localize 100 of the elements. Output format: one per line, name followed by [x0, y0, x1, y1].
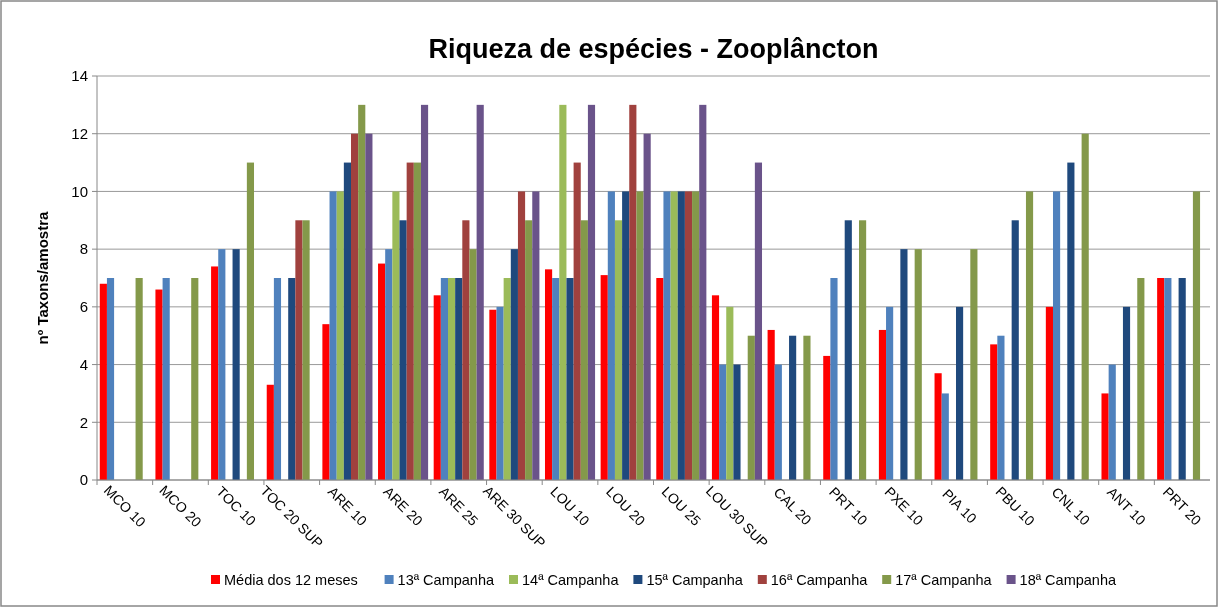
- bar: [789, 335, 797, 480]
- bar: [232, 249, 240, 480]
- bar: [135, 278, 143, 480]
- bar: [462, 220, 470, 480]
- x-tick-label: PRT 10: [826, 483, 871, 529]
- bar: [878, 329, 887, 480]
- y-tick-label: 12: [71, 124, 88, 142]
- legend-label: Média dos 12 meses: [224, 572, 358, 588]
- bar: [844, 220, 852, 480]
- bar: [1081, 133, 1089, 480]
- legend-label: 13ª Campanha: [397, 572, 495, 588]
- bar: [378, 263, 386, 480]
- bar: [990, 344, 998, 480]
- bar: [614, 220, 623, 480]
- bar: [447, 278, 456, 480]
- legend-label: 18ª Campanha: [1019, 572, 1117, 588]
- bar: [656, 278, 664, 480]
- y-tick-label: 10: [71, 182, 88, 200]
- bar: [469, 249, 477, 480]
- bar: [399, 220, 407, 480]
- bar: [774, 364, 782, 480]
- x-tick-label: ANT 10: [1104, 483, 1150, 529]
- bar: [406, 162, 414, 480]
- bar: [532, 191, 540, 480]
- bar: [726, 306, 734, 480]
- chart-title: Riqueza de espécies - Zooplâncton: [428, 34, 879, 64]
- bar: [1101, 393, 1109, 480]
- bar: [886, 306, 894, 480]
- bar: [997, 335, 1005, 480]
- bar: [358, 104, 366, 480]
- y-tick-label: 4: [79, 355, 88, 373]
- bar: [552, 278, 560, 480]
- bar: [1011, 220, 1019, 480]
- x-tick-label: PIA 10: [939, 485, 981, 527]
- bar: [711, 295, 720, 480]
- bar: [767, 329, 775, 480]
- bar: [900, 249, 908, 480]
- bar: [322, 324, 330, 480]
- bar: [99, 283, 107, 480]
- y-tick-label: 14: [71, 67, 88, 85]
- bar: [970, 249, 978, 480]
- bar: [343, 162, 351, 480]
- bar: [692, 191, 700, 480]
- bar: [1045, 306, 1053, 480]
- bar: [636, 191, 644, 480]
- bar: [525, 220, 533, 480]
- bar: [1067, 162, 1075, 480]
- y-tick-label: 8: [79, 240, 88, 258]
- bar: [385, 249, 393, 480]
- bar: [496, 306, 504, 480]
- x-tick-label: PRT 20: [1159, 483, 1205, 529]
- bar: [106, 278, 115, 480]
- bar: [914, 249, 922, 480]
- bar: [566, 278, 574, 480]
- bar: [559, 104, 567, 480]
- y-tick-label: 0: [79, 471, 88, 489]
- bar: [329, 191, 337, 480]
- y-axis-title: nº Taxons/amostra: [34, 210, 51, 345]
- bar: [934, 373, 942, 480]
- bar: [580, 220, 588, 480]
- bar: [246, 162, 255, 480]
- bar: [1137, 278, 1145, 480]
- bar: [699, 104, 707, 480]
- y-tick-label: 2: [79, 413, 88, 431]
- bar: [622, 191, 630, 480]
- bar: [211, 266, 219, 480]
- bar: [433, 295, 441, 480]
- bar: [295, 220, 303, 480]
- bar: [273, 278, 282, 480]
- bar: [544, 269, 553, 480]
- bar: [1157, 278, 1165, 480]
- bar: [365, 133, 373, 480]
- bar: [1164, 278, 1172, 480]
- bar: [956, 306, 964, 480]
- legend-label: 16ª Campanha: [770, 572, 869, 588]
- bar: [677, 191, 685, 480]
- bar: [191, 278, 199, 480]
- legend-label: 14ª Campanha: [522, 572, 620, 588]
- bar: [266, 384, 274, 480]
- bar: [573, 162, 581, 480]
- bar: [747, 335, 755, 480]
- bar: [336, 191, 344, 480]
- bar: [162, 278, 170, 480]
- legend-label: 15ª Campanha: [646, 572, 744, 588]
- bar: [1025, 191, 1034, 480]
- bar: [663, 191, 671, 480]
- bar: [643, 133, 651, 480]
- bar: [455, 278, 463, 480]
- bar: [733, 364, 741, 480]
- bar: [830, 278, 838, 480]
- bar: [600, 275, 608, 480]
- bar: [670, 191, 678, 480]
- bar: [607, 191, 615, 480]
- bar: [440, 278, 448, 480]
- bar: [587, 104, 596, 480]
- legend-label: 17ª Campanha: [895, 572, 993, 588]
- bar: [803, 335, 811, 480]
- bar: [503, 278, 511, 480]
- bar: [629, 104, 637, 480]
- bar: [719, 364, 727, 480]
